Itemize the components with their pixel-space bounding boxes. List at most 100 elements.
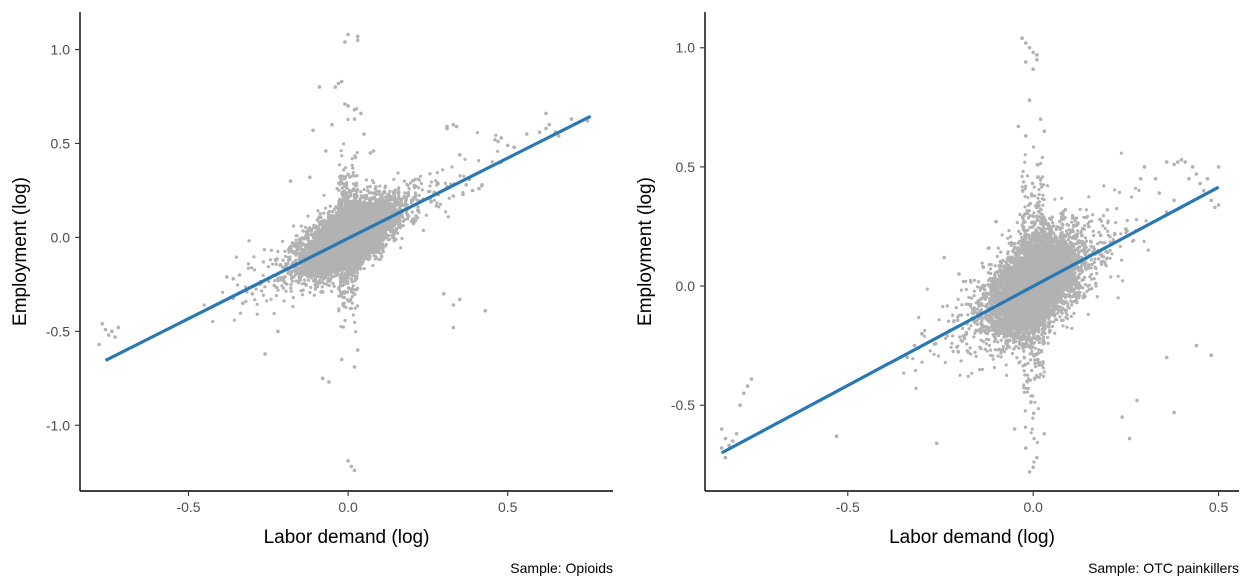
data-point: [319, 215, 323, 219]
data-point: [372, 254, 376, 258]
data-point: [283, 254, 288, 258]
data-point: [263, 285, 267, 289]
data-point: [399, 246, 403, 250]
data-point: [496, 149, 500, 153]
data-point: [340, 271, 344, 275]
data-point: [244, 299, 248, 303]
data-point: [261, 293, 265, 297]
data-point: [355, 271, 359, 275]
data-point: [396, 171, 400, 175]
data-point: [392, 239, 396, 243]
data-point: [337, 199, 341, 203]
data-point: [429, 180, 434, 184]
data-point: [349, 306, 353, 310]
data-point: [350, 157, 354, 161]
data-point: [300, 282, 304, 286]
data-point: [246, 262, 250, 266]
data-point: [362, 187, 366, 192]
data-point: [400, 215, 404, 219]
data-point: [253, 298, 257, 302]
data-point: [419, 181, 423, 186]
data-point: [387, 237, 391, 241]
data-point: [312, 293, 316, 297]
data-point: [388, 189, 392, 194]
data-point: [303, 278, 307, 282]
data-point: [424, 213, 428, 217]
data-point: [328, 209, 332, 213]
data-point: [297, 275, 301, 280]
data-point: [271, 262, 275, 266]
data-point: [350, 278, 354, 282]
data-point: [387, 211, 391, 215]
data-point: [353, 320, 357, 324]
data-point: [289, 282, 293, 286]
data-point: [403, 217, 407, 222]
data-point: [301, 229, 305, 233]
panel-opioids: -0.5 0.0 0.5 -1.0-0.50.00.51.0 Labor deman…: [10, 12, 613, 576]
data-point: [274, 262, 278, 266]
data-point: [325, 282, 329, 287]
data-point: [351, 166, 355, 170]
data-point: [260, 289, 264, 293]
data-point: [407, 187, 411, 191]
data-point: [494, 133, 498, 137]
data-point: [298, 240, 302, 244]
data-point: [400, 204, 404, 208]
data-point: [371, 264, 375, 268]
data-point: [463, 157, 467, 161]
data-point: [306, 227, 310, 231]
data-point: [292, 224, 296, 228]
data-point: [316, 209, 320, 213]
data-point: [283, 275, 287, 279]
data-point: [475, 131, 479, 135]
data-point: [238, 311, 243, 315]
data-point: [252, 268, 256, 272]
data-point: [306, 278, 310, 282]
data-point: [276, 277, 280, 281]
data-point: [428, 184, 432, 188]
data-point: [342, 142, 346, 146]
data-point: [444, 210, 448, 214]
data-point: [255, 312, 259, 316]
data-point: [302, 242, 306, 246]
data-point: [337, 307, 341, 311]
data-point: [328, 204, 332, 208]
data-point: [355, 274, 359, 278]
data-point: [354, 195, 359, 199]
data-point: [281, 239, 285, 243]
data-point: [247, 239, 251, 243]
data-point: [338, 210, 342, 214]
data-point: [340, 291, 344, 295]
data-point: [309, 285, 313, 289]
data-point: [355, 151, 359, 155]
data-point: [250, 266, 254, 270]
data-point: [393, 188, 397, 192]
data-point: [437, 205, 441, 209]
data-point: [420, 188, 424, 192]
data-point: [399, 198, 403, 202]
data-point: [236, 283, 240, 287]
data-point: [284, 289, 288, 293]
data-point: [331, 281, 335, 286]
data-point: [353, 306, 357, 310]
data-point: [221, 290, 225, 294]
data-point: [372, 181, 376, 185]
data-point: [373, 243, 378, 247]
data-point: [341, 213, 345, 217]
data-point: [319, 290, 323, 294]
data-point: [355, 304, 359, 308]
data-point: [406, 183, 410, 188]
data-point: [262, 248, 266, 252]
data-point: [320, 285, 324, 289]
data-point: [406, 190, 410, 194]
data-point: [350, 163, 354, 167]
data-point: [340, 186, 344, 190]
data-point: [276, 249, 280, 254]
data-point: [411, 179, 415, 183]
data-point: [428, 172, 432, 176]
data-point: [416, 205, 420, 209]
data-point: [255, 302, 259, 306]
data-point: [282, 299, 286, 303]
scatter-points: [97, 32, 590, 473]
